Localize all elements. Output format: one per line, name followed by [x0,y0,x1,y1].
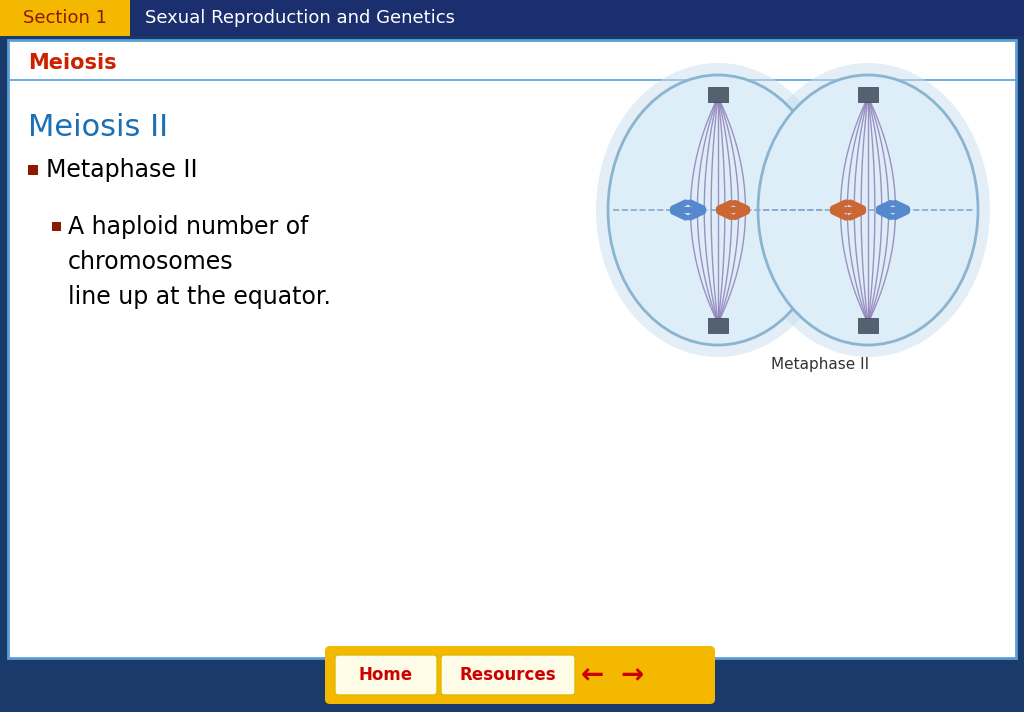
Text: ←: ← [581,661,603,689]
Text: Meiosis: Meiosis [28,53,117,73]
FancyBboxPatch shape [708,87,728,102]
FancyBboxPatch shape [28,165,38,175]
Text: Meiosis II: Meiosis II [28,113,168,142]
Text: chromosomes: chromosomes [68,250,233,274]
Text: A haploid number of: A haploid number of [68,215,308,239]
Text: line up at the equator.: line up at the equator. [68,285,331,309]
FancyBboxPatch shape [335,655,437,695]
Ellipse shape [758,75,978,345]
Ellipse shape [596,63,840,357]
FancyBboxPatch shape [325,646,715,704]
Text: Metaphase II: Metaphase II [46,158,198,182]
FancyBboxPatch shape [52,222,61,231]
Text: Resources: Resources [460,666,556,684]
Text: Section 1: Section 1 [23,9,106,27]
Ellipse shape [608,75,828,345]
Ellipse shape [746,63,990,357]
FancyBboxPatch shape [441,655,575,695]
FancyBboxPatch shape [858,318,878,333]
FancyBboxPatch shape [8,40,1016,658]
FancyBboxPatch shape [708,318,728,333]
Text: Home: Home [359,666,413,684]
Text: Metaphase II: Metaphase II [771,357,869,372]
FancyBboxPatch shape [858,87,878,102]
Text: →: → [621,661,644,689]
FancyBboxPatch shape [0,0,1024,36]
Text: Sexual Reproduction and Genetics: Sexual Reproduction and Genetics [145,9,455,27]
FancyBboxPatch shape [0,0,130,36]
